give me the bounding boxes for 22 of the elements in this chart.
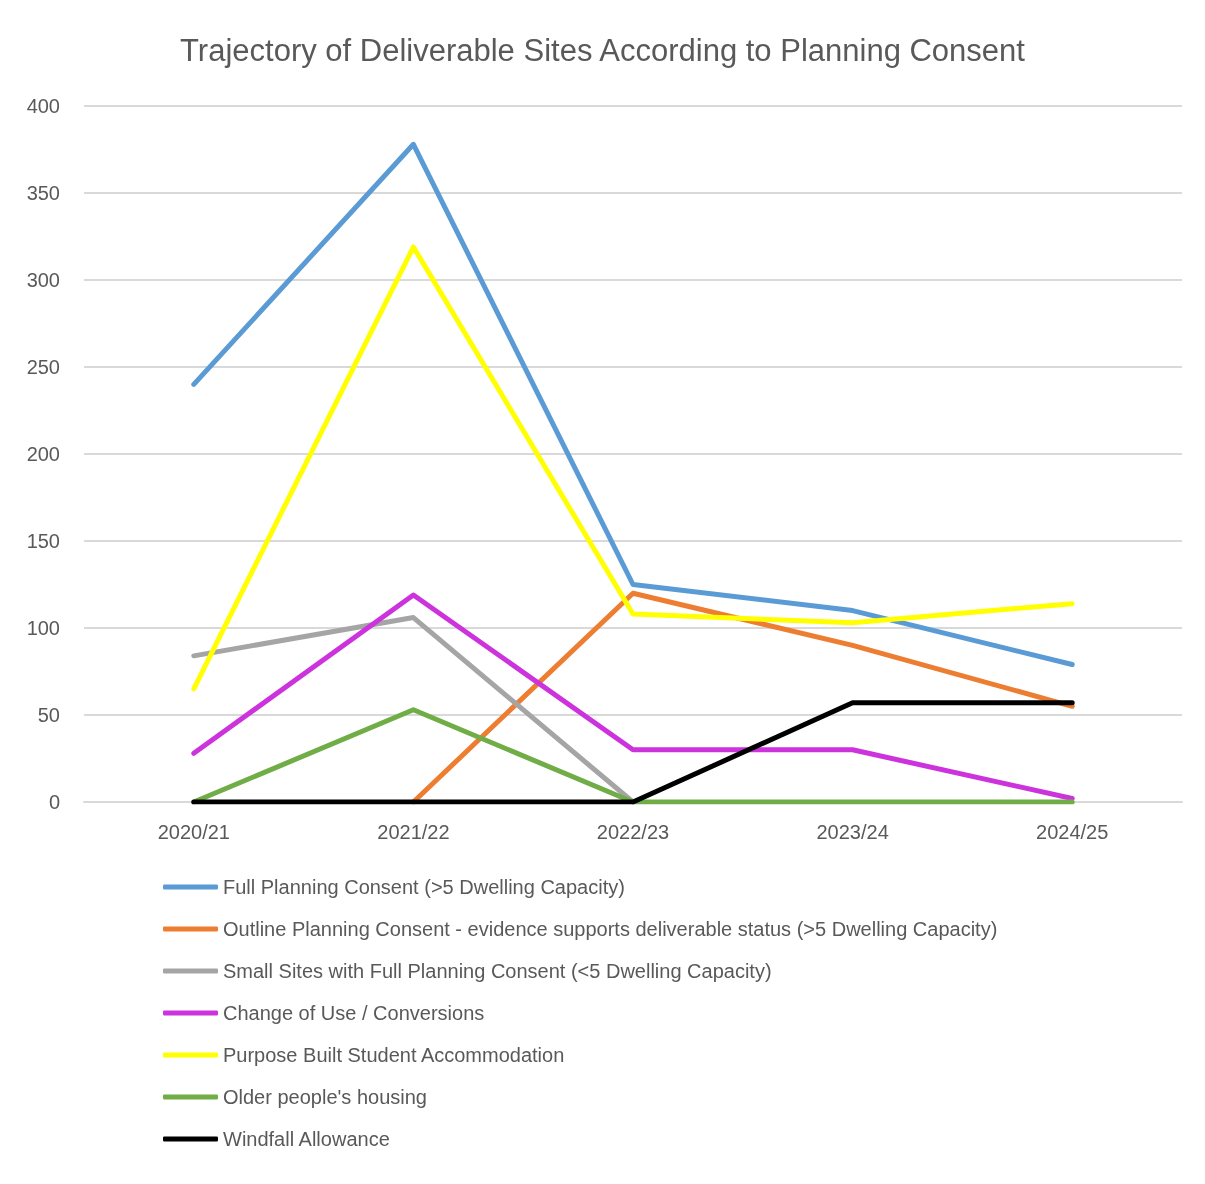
y-tick-label: 400 xyxy=(26,95,60,117)
y-tick-label: 350 xyxy=(26,182,60,204)
x-tick-label: 2023/24 xyxy=(816,821,889,843)
y-tick-label: 0 xyxy=(48,791,60,813)
y-tick-label: 250 xyxy=(26,356,60,378)
legend-label: Older people's housing xyxy=(223,1086,427,1108)
x-tick-label: 2020/21 xyxy=(157,821,230,843)
legend-label: Purpose Built Student Accommodation xyxy=(223,1044,565,1066)
x-tick-label: 2024/25 xyxy=(1036,821,1109,843)
x-tick-label: 2021/22 xyxy=(377,821,450,843)
y-tick-label: 100 xyxy=(26,617,60,639)
legend-label: Outline Planning Consent - evidence supports deliverable status (>5 Dwelling Capacity) xyxy=(223,918,998,940)
y-tick-label: 200 xyxy=(26,443,60,465)
legend-label: Windfall Allowance xyxy=(223,1128,390,1150)
legend-label: Change of Use / Conversions xyxy=(223,1002,485,1024)
legend-label: Small Sites with Full Planning Consent (<5 Dwelling Capacity) xyxy=(223,960,772,982)
y-tick-label: 150 xyxy=(26,530,60,552)
legend-label: Full Planning Consent (>5 Dwelling Capacity) xyxy=(223,876,625,898)
y-tick-label: 50 xyxy=(37,704,60,726)
chart-title: Trajectory of Deliverable Sites According to Planning Consent xyxy=(180,33,1026,68)
y-tick-label: 300 xyxy=(26,269,60,291)
x-tick-label: 2022/23 xyxy=(596,821,670,843)
